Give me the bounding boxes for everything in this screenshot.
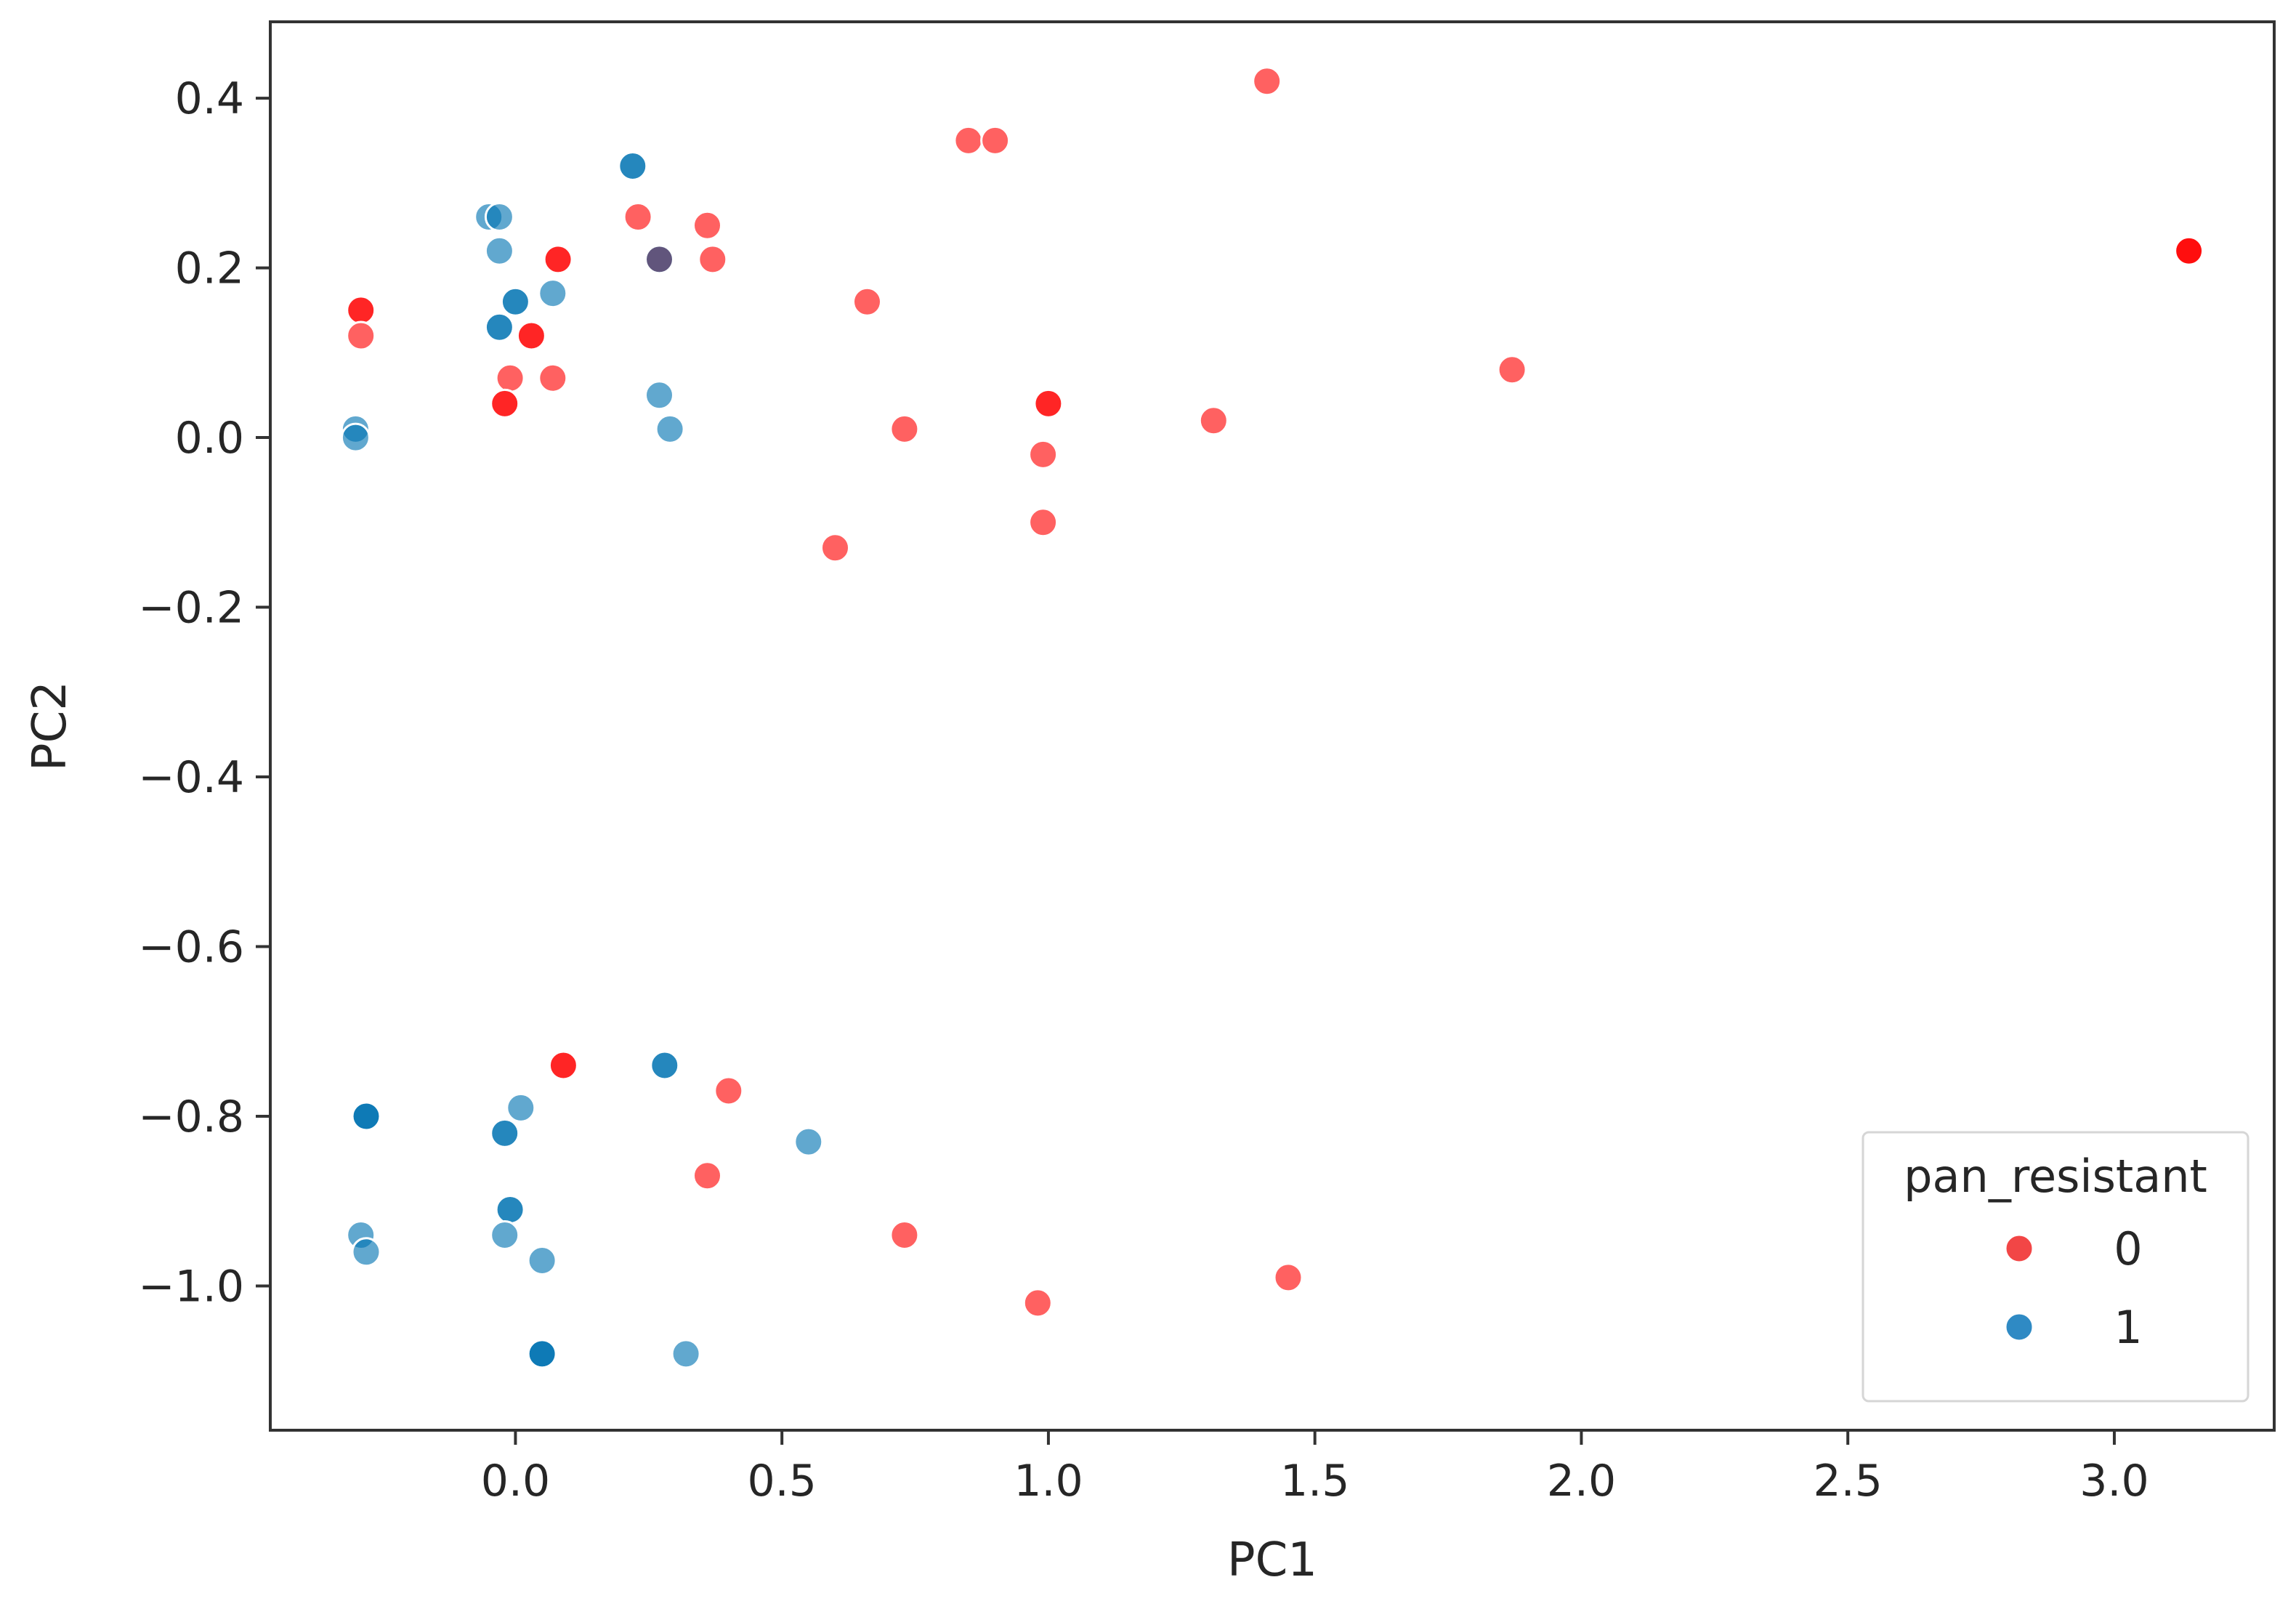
point-series-1-12 (655, 414, 685, 444)
y-tick-label: −0.8 (138, 1092, 244, 1142)
point-series-1-1 (618, 151, 648, 181)
point-series-0-22 (889, 414, 920, 444)
y-tick-label: −0.4 (138, 752, 244, 803)
x-tick-label: 2.5 (1813, 1456, 1882, 1507)
y-axis-ticks: 0.4 0.2 0.0 −0.2 −0.4 −0.6 −0.8 −1.0 (138, 73, 270, 1312)
point-series-1-29 (527, 1246, 557, 1275)
point-series-0-18 (490, 388, 520, 419)
point-series-0-37 (1273, 1262, 1303, 1293)
y-tick-label: 0.2 (175, 243, 244, 294)
point-series-0-28 (2174, 235, 2204, 266)
x-axis-ticks: 0.0 0.5 1.0 1.5 2.0 2.5 3.0 (481, 1430, 2149, 1507)
point-series-1-17 (351, 1101, 381, 1132)
point-series-0-1 (953, 125, 984, 156)
plot-frame (269, 20, 2276, 1432)
point-series-0-25 (1497, 355, 1527, 385)
point-series-0-4 (692, 210, 722, 241)
legend-label-1: 1 (2114, 1301, 2142, 1354)
point-series-0-11 (346, 295, 376, 326)
point-series-0-5 (698, 244, 728, 275)
point-series-0-21 (1033, 388, 1064, 419)
point-series-0-14 (516, 320, 546, 351)
y-tick-label: −0.2 (138, 583, 244, 634)
point-series-1-4 (484, 235, 514, 266)
point-series-1-32 (527, 1339, 557, 1369)
x-tick-label: 0.5 (747, 1456, 816, 1507)
x-tick-label: 2.0 (1547, 1456, 1616, 1507)
point-series-0-24 (1198, 406, 1229, 436)
point-series-0-0 (1252, 66, 1282, 97)
y-axis-label: PC2 (23, 681, 77, 771)
point-series-0-32 (548, 1050, 578, 1081)
point-series-0-2 (980, 125, 1011, 156)
point-series-1-14 (340, 422, 371, 453)
point-series-0-16 (538, 363, 568, 393)
point-series-1-26 (490, 1220, 520, 1250)
point-series-1-23 (793, 1126, 824, 1157)
y-tick-label: 0.0 (175, 413, 244, 464)
x-tick-label: 1.5 (1280, 1456, 1349, 1507)
point-series-1-25 (495, 1195, 525, 1225)
point-series-1-5 (538, 278, 568, 309)
y-tick-label: −1.0 (138, 1262, 244, 1312)
point-series-1-33 (671, 1339, 701, 1369)
point-series-0-33 (714, 1076, 744, 1106)
legend: pan_resistant 01 (1862, 1131, 2249, 1403)
point-series-0-19 (852, 286, 882, 317)
point-series-0-35 (889, 1220, 920, 1250)
point-series-1-18 (506, 1092, 536, 1123)
point-series-1-11 (644, 380, 674, 411)
point-series-0-36 (1022, 1288, 1053, 1318)
point-series-1-22 (650, 1050, 680, 1081)
point-series-1-10 (644, 244, 674, 275)
point-series-0-34 (692, 1161, 722, 1191)
point-series-1-28 (351, 1237, 381, 1267)
x-tick-label: 3.0 (2079, 1456, 2149, 1507)
point-series-1-9 (484, 312, 514, 342)
legend-title: pan_resistant (1904, 1150, 2207, 1203)
legend-box (1862, 1131, 2249, 1403)
legend-marker-0 (2004, 1233, 2034, 1264)
x-tick-label: 0.0 (481, 1456, 550, 1507)
point-series-1-20 (490, 1118, 520, 1148)
point-series-1-7 (500, 286, 530, 317)
y-tick-label: −0.6 (138, 922, 244, 973)
legend-marker-1 (2004, 1312, 2034, 1342)
point-series-0-23 (1028, 439, 1059, 469)
point-series-0-12 (346, 320, 376, 351)
legend-entries: 01 (2004, 1222, 2143, 1354)
point-series-0-29 (820, 533, 850, 563)
y-tick-label: 0.4 (175, 73, 244, 124)
x-axis-label: PC1 (1227, 1533, 1317, 1587)
point-series-0-15 (495, 363, 525, 393)
point-series-0-3 (623, 202, 653, 232)
points-layer (340, 66, 2204, 1369)
x-tick-label: 1.0 (1014, 1456, 1083, 1507)
legend-label-0: 0 (2114, 1222, 2142, 1275)
point-series-0-9 (543, 244, 573, 275)
point-series-1-3 (484, 202, 514, 232)
point-series-0-30 (1028, 507, 1059, 538)
